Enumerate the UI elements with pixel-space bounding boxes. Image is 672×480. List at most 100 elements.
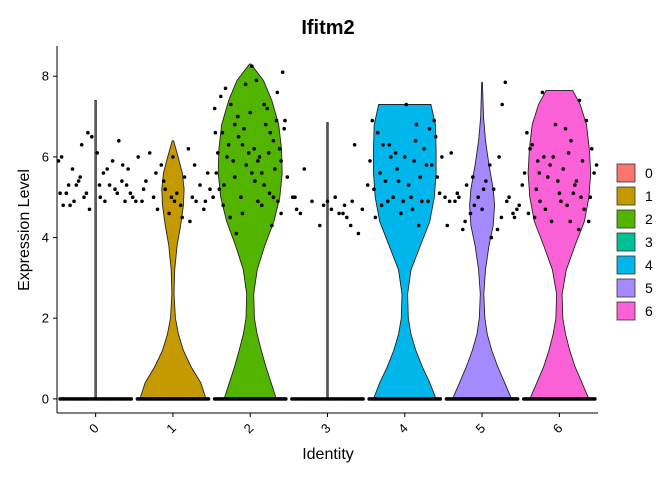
data-point [192, 163, 197, 167]
violin-shape-3 [326, 122, 329, 400]
data-point [393, 151, 398, 155]
data-point [360, 207, 365, 212]
data-point [268, 130, 273, 135]
data-point [202, 207, 206, 212]
data-point [410, 207, 415, 212]
data-point [499, 215, 504, 220]
y-tick-label: 8 [42, 69, 49, 84]
data-point [239, 195, 243, 199]
data-point [252, 147, 256, 151]
data-point [256, 199, 260, 204]
x-tick-label: 3 [318, 421, 334, 437]
data-point [236, 134, 241, 139]
data-point [273, 167, 277, 171]
data-point [213, 130, 218, 135]
data-point [325, 199, 330, 204]
legend-key-6 [616, 301, 636, 321]
data-point [182, 175, 187, 179]
data-point [426, 199, 430, 204]
violin-shape-4 [372, 104, 437, 400]
legend-label-5: 5 [645, 280, 653, 296]
legend-key-3 [616, 232, 636, 252]
data-point [461, 227, 465, 232]
data-point [420, 199, 424, 204]
violin-group-2 [211, 63, 290, 401]
data-point [457, 195, 461, 199]
data-point [70, 167, 75, 171]
x-axis-ticks: 0 1 2 3 4 5 6 [86, 413, 565, 436]
data-point [90, 134, 94, 139]
data-point [561, 167, 565, 171]
data-point [163, 187, 167, 191]
x-tick-label: 4 [395, 421, 411, 437]
data-point [580, 159, 585, 163]
data-point [379, 203, 384, 208]
data-point [381, 143, 385, 147]
data-point [538, 199, 542, 204]
data-point [433, 134, 438, 139]
legend-key-0 [616, 163, 636, 183]
data-point [140, 199, 144, 204]
data-point [270, 223, 274, 228]
data-point [56, 159, 61, 163]
data-point [500, 102, 505, 107]
data-point [68, 203, 72, 208]
data-point [110, 159, 115, 163]
data-point [129, 397, 133, 401]
data-point [105, 167, 109, 171]
data-point [383, 179, 388, 183]
violin-shape-5 [451, 81, 513, 400]
data-point [373, 215, 378, 220]
data-point [225, 155, 229, 159]
data-point [387, 143, 392, 147]
data-point [234, 231, 239, 236]
data-point [117, 139, 121, 143]
data-point [507, 195, 511, 199]
data-point [222, 183, 226, 187]
data-point [115, 191, 120, 195]
legend-label-2: 2 [645, 211, 653, 227]
data-point [368, 159, 372, 163]
legend-key-1 [616, 186, 636, 206]
y-axis-ticks: 0 2 4 6 8 [42, 69, 57, 406]
data-point [571, 191, 576, 195]
data-point [212, 106, 217, 111]
data-point [594, 163, 599, 167]
data-point [414, 122, 419, 127]
chart-title: Ifitm2 [301, 17, 354, 39]
data-point [147, 151, 152, 155]
legend-key-2 [616, 209, 636, 229]
data-point [515, 207, 519, 212]
violin-shape-1 [139, 140, 207, 400]
data-point [520, 183, 525, 187]
data-point [113, 187, 117, 191]
legend-label-0: 0 [645, 165, 653, 181]
data-point [348, 223, 353, 228]
data-point [285, 175, 290, 179]
data-point [463, 219, 467, 224]
data-point [223, 86, 228, 91]
data-point [260, 171, 264, 175]
data-point [211, 195, 215, 199]
data-point [471, 175, 475, 179]
data-point [144, 179, 148, 183]
data-point [206, 397, 211, 401]
data-point [74, 183, 79, 187]
data-point [167, 211, 171, 216]
data-point [449, 151, 454, 155]
data-point [284, 397, 288, 401]
violin-group-3 [290, 122, 365, 401]
data-point [395, 167, 399, 171]
data-point [386, 199, 390, 204]
data-point [240, 211, 245, 216]
violin-group-5 [443, 80, 521, 401]
data-point [356, 231, 361, 236]
data-point [453, 199, 457, 204]
violin-shape-0 [94, 99, 97, 400]
data-point [220, 130, 225, 135]
data-point [525, 130, 529, 135]
data-point [280, 70, 285, 74]
data-point [233, 122, 237, 127]
x-tick-label: 6 [550, 421, 566, 437]
data-point [445, 223, 450, 228]
